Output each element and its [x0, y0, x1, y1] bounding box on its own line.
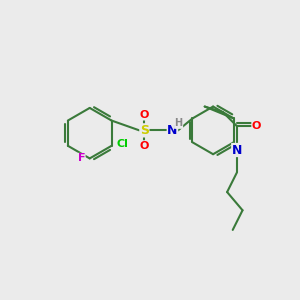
Text: N: N	[167, 124, 178, 137]
Text: O: O	[252, 121, 261, 131]
Text: O: O	[140, 141, 149, 151]
Text: O: O	[140, 110, 149, 120]
Text: S: S	[140, 124, 149, 137]
Text: Cl: Cl	[116, 140, 128, 149]
Text: F: F	[77, 153, 85, 164]
Text: H: H	[175, 118, 183, 128]
Text: N: N	[232, 143, 242, 157]
